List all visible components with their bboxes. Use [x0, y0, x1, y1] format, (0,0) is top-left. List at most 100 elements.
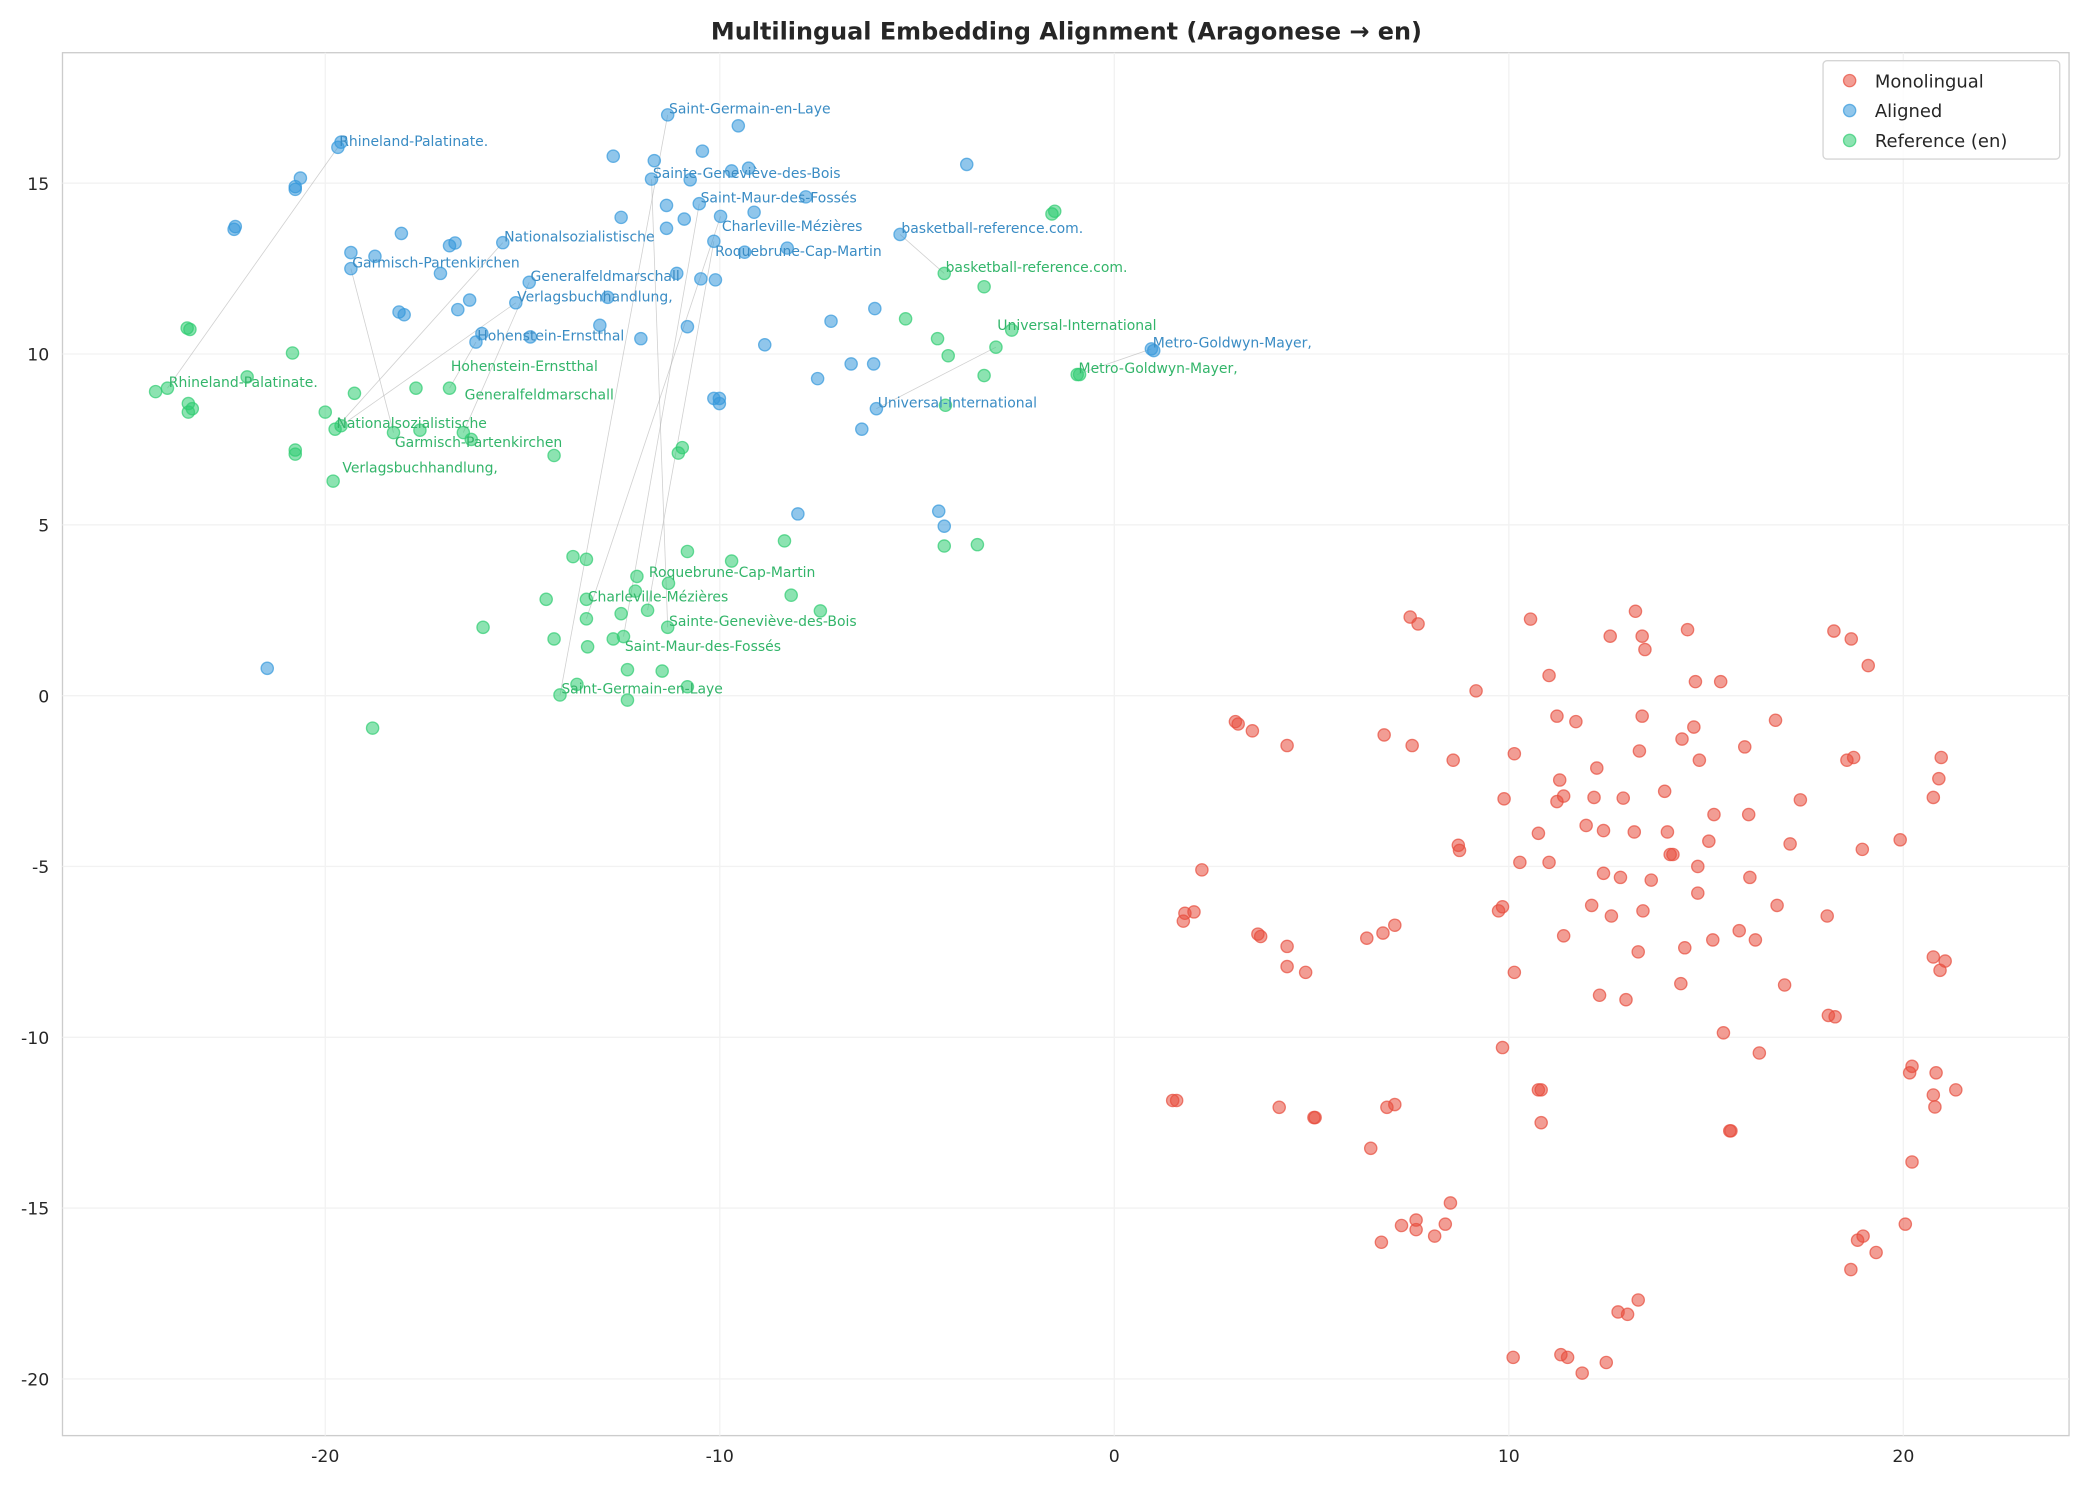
- x-tick-label: -10: [706, 1447, 734, 1467]
- y-tick-label: -5: [32, 858, 49, 878]
- monolingual-point: [1280, 738, 1294, 753]
- reference-point: [288, 447, 303, 461]
- monolingual-point: [1592, 988, 1607, 1003]
- reference-point-label: Universal-International: [997, 318, 1156, 334]
- monolingual-point: [1507, 965, 1522, 980]
- aligned-point-label: Verlagsbuchhandlung,: [517, 289, 673, 305]
- aligned-point: [634, 331, 648, 346]
- monolingual-point: [1732, 923, 1747, 938]
- monolingual-point: [1713, 674, 1728, 689]
- monolingual-point: [1405, 738, 1419, 753]
- monolingual-point: [1446, 753, 1460, 767]
- reference-point-label: Nationalsozialistische: [336, 416, 486, 432]
- x-tick-label: 20: [1892, 1447, 1914, 1467]
- monolingual-point: [1861, 658, 1876, 673]
- reference-point: [442, 381, 457, 395]
- reference-point: [181, 405, 196, 419]
- reference-point-label: Garmisch-Partenkirchen: [395, 435, 562, 451]
- monolingual-point: [1374, 1235, 1389, 1250]
- monolingual-point: [1552, 773, 1567, 787]
- aligned-point: [713, 209, 728, 224]
- aligned-point: [712, 396, 727, 411]
- pair-connector-line: [167, 147, 339, 389]
- monolingual-point: [1377, 728, 1391, 742]
- aligned-point-label: Garmisch-Partenkirchen: [352, 255, 519, 271]
- monolingual-point: [1619, 992, 1633, 1007]
- aligned-point: [462, 293, 477, 307]
- monolingual-point: [1635, 629, 1649, 643]
- aligned-point: [593, 318, 607, 333]
- chart-title: Multilingual Embedding Alignment (Aragon…: [711, 17, 1422, 45]
- monolingual-point: [1743, 870, 1757, 885]
- reference-point: [318, 405, 333, 419]
- monolingual-point: [1768, 713, 1783, 728]
- reference-point: [938, 398, 953, 413]
- monolingual-point: [1666, 847, 1680, 862]
- aligned-point: [708, 273, 723, 287]
- reference-point: [977, 279, 991, 294]
- monolingual-point: [1692, 753, 1707, 767]
- legend-box: [1822, 60, 2061, 160]
- reference-point: [680, 544, 695, 559]
- reference-point: [655, 664, 669, 678]
- y-tick-label: 10: [27, 346, 49, 366]
- reference-point: [1047, 204, 1062, 219]
- monolingual-point: [1534, 1115, 1548, 1130]
- reference-point-label: Sainte-Geneviève-des-Bois: [669, 614, 857, 630]
- monolingual-point: [1933, 963, 1947, 978]
- aligned-point: [747, 205, 761, 220]
- aligned-point: [509, 295, 523, 310]
- monolingual-point: [1716, 1026, 1731, 1040]
- monolingual-point: [1604, 909, 1619, 923]
- monolingual-point: [1231, 717, 1245, 731]
- monolingual-point: [1893, 833, 1907, 847]
- y-tick-label: -20: [21, 1371, 49, 1391]
- aligned-point: [791, 507, 805, 521]
- monolingual-point: [1590, 761, 1604, 775]
- monolingual-point: [1702, 834, 1716, 848]
- reference-point: [937, 539, 952, 553]
- aligned-point: [600, 290, 615, 305]
- data-points: [148, 108, 1963, 1380]
- aligned-point: [606, 149, 621, 164]
- monolingual-point: [1844, 1262, 1858, 1277]
- pair-connector-line: [623, 203, 700, 637]
- monolingual-point: [1926, 1088, 1941, 1102]
- aligned-point: [737, 245, 752, 259]
- reference-point: [777, 534, 792, 548]
- monolingual-point: [1707, 807, 1721, 822]
- monolingual-point: [1820, 909, 1834, 923]
- monolingual-point: [1542, 668, 1556, 683]
- monolingual-point: [1638, 642, 1652, 657]
- monolingual-point: [1513, 855, 1527, 870]
- aligned-point: [707, 234, 721, 249]
- legend-label: Monolingual: [1875, 71, 1984, 92]
- aligned-point: [394, 226, 409, 241]
- aligned-point: [866, 357, 881, 371]
- monolingual-point: [1905, 1155, 1919, 1169]
- monolingual-point: [1584, 898, 1599, 913]
- pair-connector-line: [340, 302, 517, 427]
- y-tick-label: -10: [21, 1029, 49, 1049]
- aligned-point-label: basketball-reference.com.: [901, 221, 1083, 237]
- reference-point: [409, 381, 423, 395]
- aligned-point: [433, 266, 448, 281]
- reference-point-label: Generalfeldmarschall: [465, 387, 614, 403]
- reference-point-label: Roquebrune-Cap-Martin: [649, 565, 816, 581]
- monolingual-point: [1620, 1307, 1635, 1322]
- monolingual-point: [1169, 1093, 1184, 1108]
- monolingual-point: [1376, 926, 1390, 940]
- aligned-point: [344, 245, 358, 260]
- monolingual-point: [1827, 624, 1841, 638]
- aligned-point: [293, 171, 308, 185]
- pair-connector-line: [876, 346, 997, 410]
- reference-point: [937, 266, 952, 281]
- monolingual-point: [1409, 1222, 1423, 1237]
- aligned-point: [647, 153, 662, 168]
- reference-point: [476, 620, 490, 635]
- monolingual-point: [1898, 1217, 1913, 1231]
- x-tick-label: 0: [1109, 1447, 1120, 1467]
- aligned-point: [694, 272, 708, 286]
- aligned-point: [614, 210, 628, 225]
